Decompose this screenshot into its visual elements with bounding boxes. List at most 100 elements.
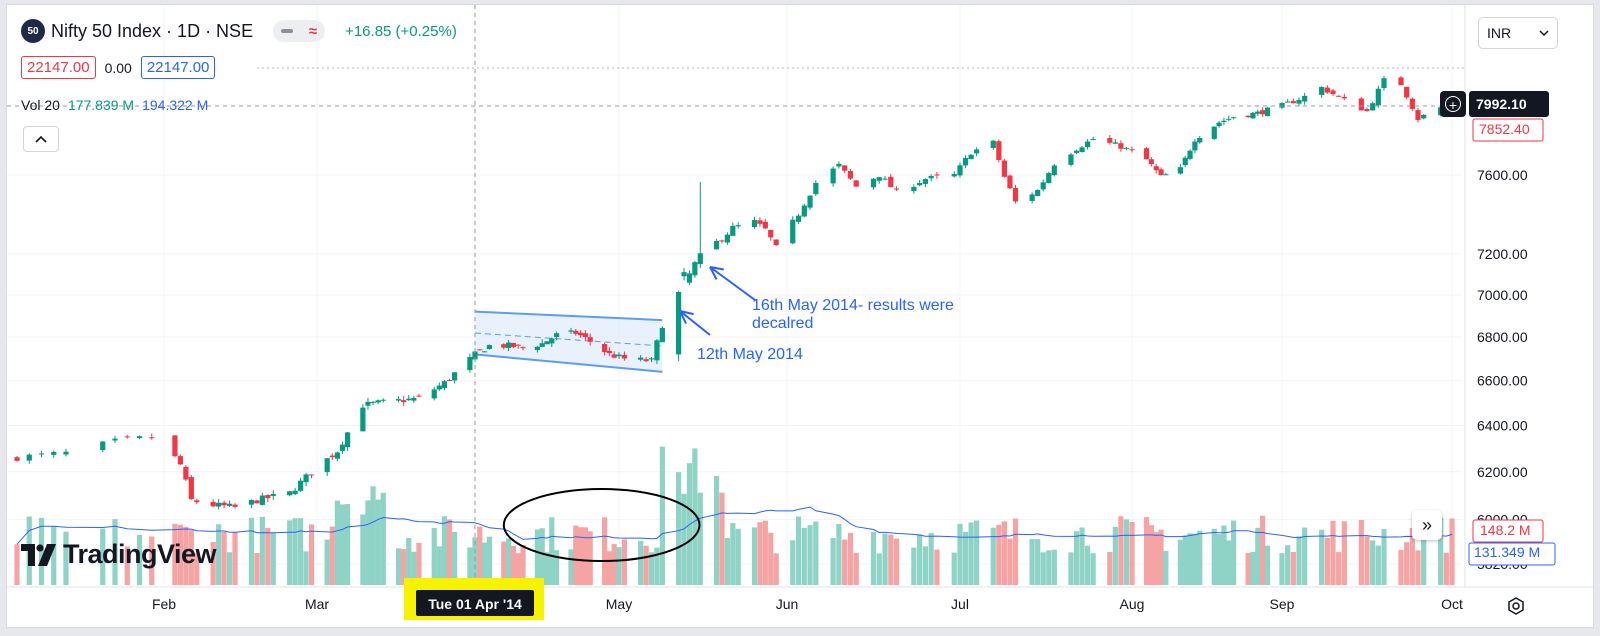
annotation-16-may-line1: 16th May 2014- results were <box>752 297 954 314</box>
settings-button[interactable] <box>1502 592 1530 620</box>
add-button[interactable]: + <box>1440 91 1466 117</box>
currency-dropdown[interactable]: INR <box>1478 17 1558 49</box>
candle-body <box>298 480 304 491</box>
candle-body <box>1068 154 1074 165</box>
volume-bar <box>730 523 736 585</box>
volume-bar <box>568 549 574 585</box>
candle-body <box>643 359 649 362</box>
volume-bar <box>1409 528 1415 585</box>
bid-price[interactable]: 22147.00 <box>21 56 96 79</box>
volume-bar <box>648 552 655 585</box>
volume-bar <box>621 539 628 585</box>
candle-body <box>1324 87 1330 93</box>
volume-bar <box>1182 535 1188 585</box>
candle-body <box>554 333 560 338</box>
volume-bar <box>124 546 130 585</box>
candle-body <box>136 436 143 439</box>
volume-bar <box>573 525 579 585</box>
volume-bar <box>210 542 216 585</box>
volume-bar <box>724 537 730 585</box>
volume-bar <box>917 534 923 585</box>
symbol-badge: 50 <box>21 19 45 43</box>
volume-bar <box>870 531 877 585</box>
arrow-12-may[interactable] <box>679 310 711 336</box>
channel-upper-line[interactable] <box>474 310 663 322</box>
chart-type-toggle[interactable]: ≈ <box>273 20 326 42</box>
candle-body <box>1001 160 1007 177</box>
currency-label: INR <box>1487 25 1512 41</box>
volume-legend[interactable]: Vol 20 177.839 M 194.322 M <box>21 97 208 113</box>
volume-bar <box>298 518 304 585</box>
volume-bar <box>303 551 309 585</box>
volume-bar <box>616 547 622 585</box>
volume-bar <box>888 534 894 585</box>
volume-bar <box>226 552 233 585</box>
volume-bar <box>757 522 763 585</box>
volume-bar <box>339 504 346 585</box>
volume-bar <box>659 446 665 585</box>
arrow-16-may[interactable] <box>709 266 756 301</box>
grid <box>7 5 1462 585</box>
candle-body <box>124 436 130 438</box>
candle-body <box>482 351 488 353</box>
candle-body <box>1153 166 1159 171</box>
y-tick-label-2: 7000.00 <box>1477 287 1528 303</box>
symbol-legend[interactable]: 50 Nifty 50 Index · 1D · NSE ≈ +16.85 (+… <box>21 19 457 43</box>
candle-body <box>1381 78 1387 88</box>
candle-body <box>510 342 516 348</box>
volume-bar <box>472 537 478 585</box>
candle-body <box>1245 115 1251 118</box>
tradingview-wordmark: TradingView <box>63 539 217 569</box>
candle-body <box>790 219 796 244</box>
volume-bar <box>1148 525 1154 585</box>
candle-body <box>870 178 877 188</box>
candle-body <box>436 385 442 390</box>
candle-body <box>882 178 888 180</box>
volume-bar <box>1029 539 1035 585</box>
candle-body <box>14 457 20 461</box>
volume-bar <box>1085 545 1091 585</box>
volume-bar <box>149 536 155 585</box>
volume-bar <box>990 527 996 585</box>
volume-bar <box>515 553 521 585</box>
volume-bar <box>611 544 617 585</box>
collapse-legend-button[interactable] <box>23 126 59 152</box>
candle-body <box>917 182 923 186</box>
chart-canvas[interactable]: 7600.00 7200.00 7000.00 6800.00 6600.00 6400.… <box>7 5 1594 628</box>
candle-body <box>112 438 118 441</box>
candle-body <box>974 149 980 154</box>
volume-bar <box>582 527 588 585</box>
y-tick-label-3: 6800.00 <box>1477 329 1528 345</box>
volume-bar <box>292 518 298 585</box>
scroll-to-realtime-button[interactable]: » <box>1412 510 1442 540</box>
candle-body <box>813 182 819 195</box>
volume-bar <box>1375 545 1381 585</box>
volume-bar <box>183 526 189 585</box>
volume-bar <box>216 524 222 585</box>
ask-price[interactable]: 22147.00 <box>140 56 216 79</box>
volume-bar <box>602 517 608 585</box>
volume-bar <box>1163 550 1169 585</box>
volume-bar <box>112 519 118 585</box>
volume-bar <box>962 531 969 585</box>
volume-bar <box>996 524 1002 585</box>
volume-bar <box>795 516 802 585</box>
volume-bar <box>922 546 928 585</box>
volume-ellipse-annotation[interactable] <box>502 488 701 562</box>
candle-body <box>962 157 969 166</box>
candle-body <box>248 499 255 505</box>
volume-bar <box>676 472 682 585</box>
channel-lower-line[interactable] <box>474 353 663 373</box>
volume-bar <box>136 534 143 585</box>
quote-row: 22147.00 0.00 22147.00 <box>21 56 216 79</box>
volume-bar <box>692 448 698 585</box>
tradingview-logo[interactable]: TradingView <box>21 539 217 570</box>
candle-body <box>1364 109 1370 111</box>
volume-bar <box>188 529 194 585</box>
candle-body <box>1143 148 1150 160</box>
candle-body <box>467 356 473 371</box>
volume-bar <box>1404 542 1410 585</box>
volume-ma-line <box>16 506 1453 545</box>
volume-bar <box>1123 519 1130 585</box>
symbol-title[interactable]: Nifty 50 Index · 1D · NSE <box>51 20 254 41</box>
